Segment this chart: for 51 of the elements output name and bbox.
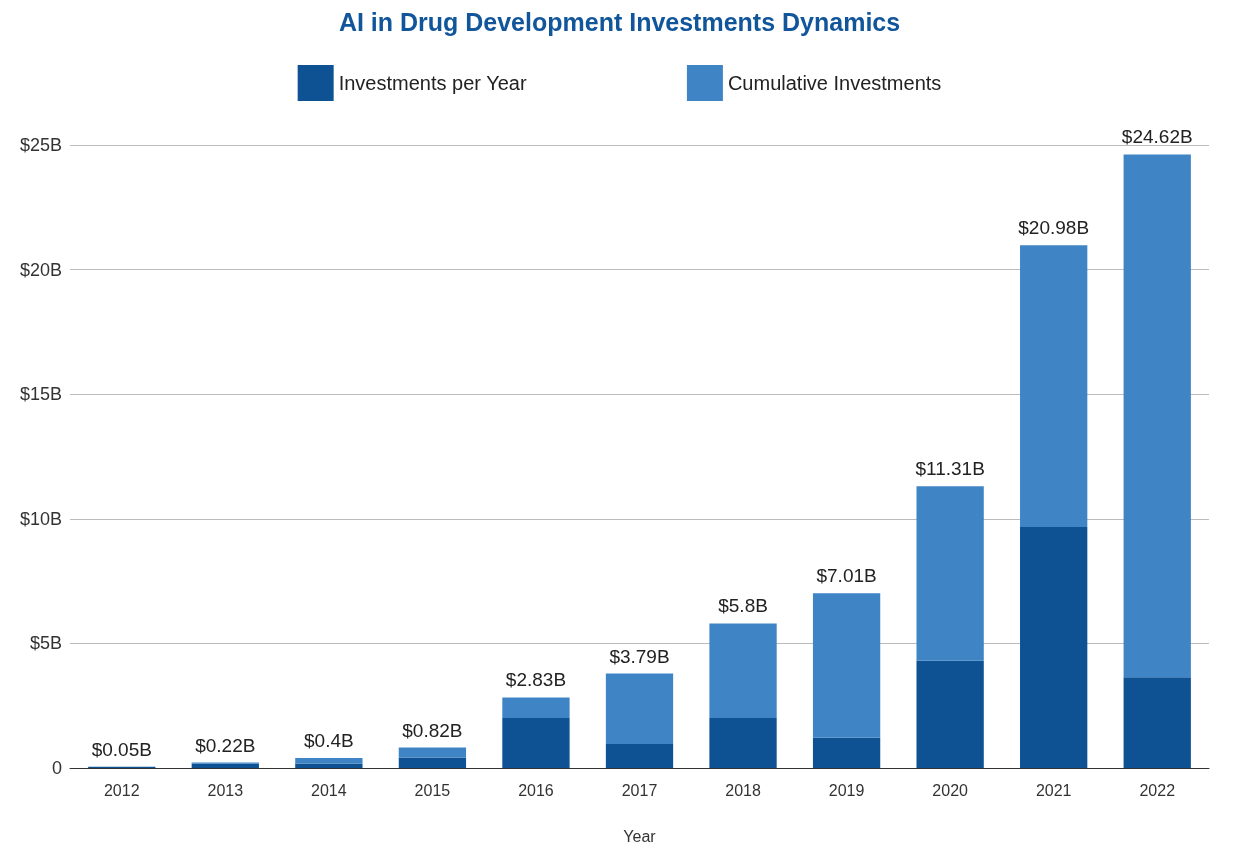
bar (916, 486, 984, 661)
bar (1123, 154, 1191, 678)
bar (709, 717, 777, 768)
total-label: $7.01B (816, 565, 877, 587)
chart-title: AI in Drug Development Investments Dynamics (338, 7, 901, 36)
bar (502, 697, 570, 718)
x-tick-label: 2021 (1035, 781, 1072, 799)
bar (1020, 245, 1088, 528)
bar (1020, 527, 1088, 768)
bar (916, 660, 984, 768)
x-tick-label: 2012 (103, 781, 140, 799)
y-tick-label: $5B (29, 633, 62, 654)
x-axis-title: Year (623, 827, 657, 845)
x-tick-label: 2022 (1139, 781, 1176, 799)
total-label: $24.62B (1121, 126, 1193, 148)
total-label: $3.79B (609, 645, 670, 667)
total-label: $0.05B (91, 738, 152, 760)
x-tick-label: 2017 (621, 781, 658, 799)
legend-label: Investments per Year (338, 72, 527, 94)
bar (1123, 677, 1191, 768)
y-tick-label: $25B (19, 135, 62, 155)
bar (605, 744, 674, 768)
total-label: $5.8B (718, 595, 768, 617)
bar (502, 717, 570, 768)
x-tick-label: 2019 (828, 781, 865, 799)
x-tick-label: 2013 (207, 781, 244, 799)
x-tick-label: 2014 (311, 781, 347, 799)
total-label: $0.82B (402, 719, 463, 741)
bar (812, 593, 881, 738)
total-label: $2.83B (505, 669, 567, 691)
bar (191, 763, 259, 768)
y-tick-label: 0 (51, 758, 62, 778)
bar (398, 747, 467, 758)
bar (398, 757, 467, 768)
x-tick-label: 2016 (518, 781, 554, 799)
y-tick-label: $15B (19, 384, 62, 405)
bar (812, 737, 881, 768)
bar (295, 758, 363, 764)
total-label: $0.22B (195, 734, 256, 756)
total-label: $0.4B (304, 730, 354, 752)
y-tick-label: $20B (19, 259, 62, 280)
total-label: $20.98B (1018, 217, 1090, 239)
legend-label: Cumulative Investments (727, 72, 942, 94)
bar (605, 673, 674, 745)
total-label: $11.31B (915, 458, 985, 480)
x-tick-label: 2015 (414, 781, 451, 799)
bar (709, 623, 777, 718)
bar (295, 763, 363, 768)
y-tick-label: $10B (19, 508, 62, 529)
x-tick-label: 2020 (932, 781, 969, 799)
x-tick-label: 2018 (725, 781, 761, 799)
